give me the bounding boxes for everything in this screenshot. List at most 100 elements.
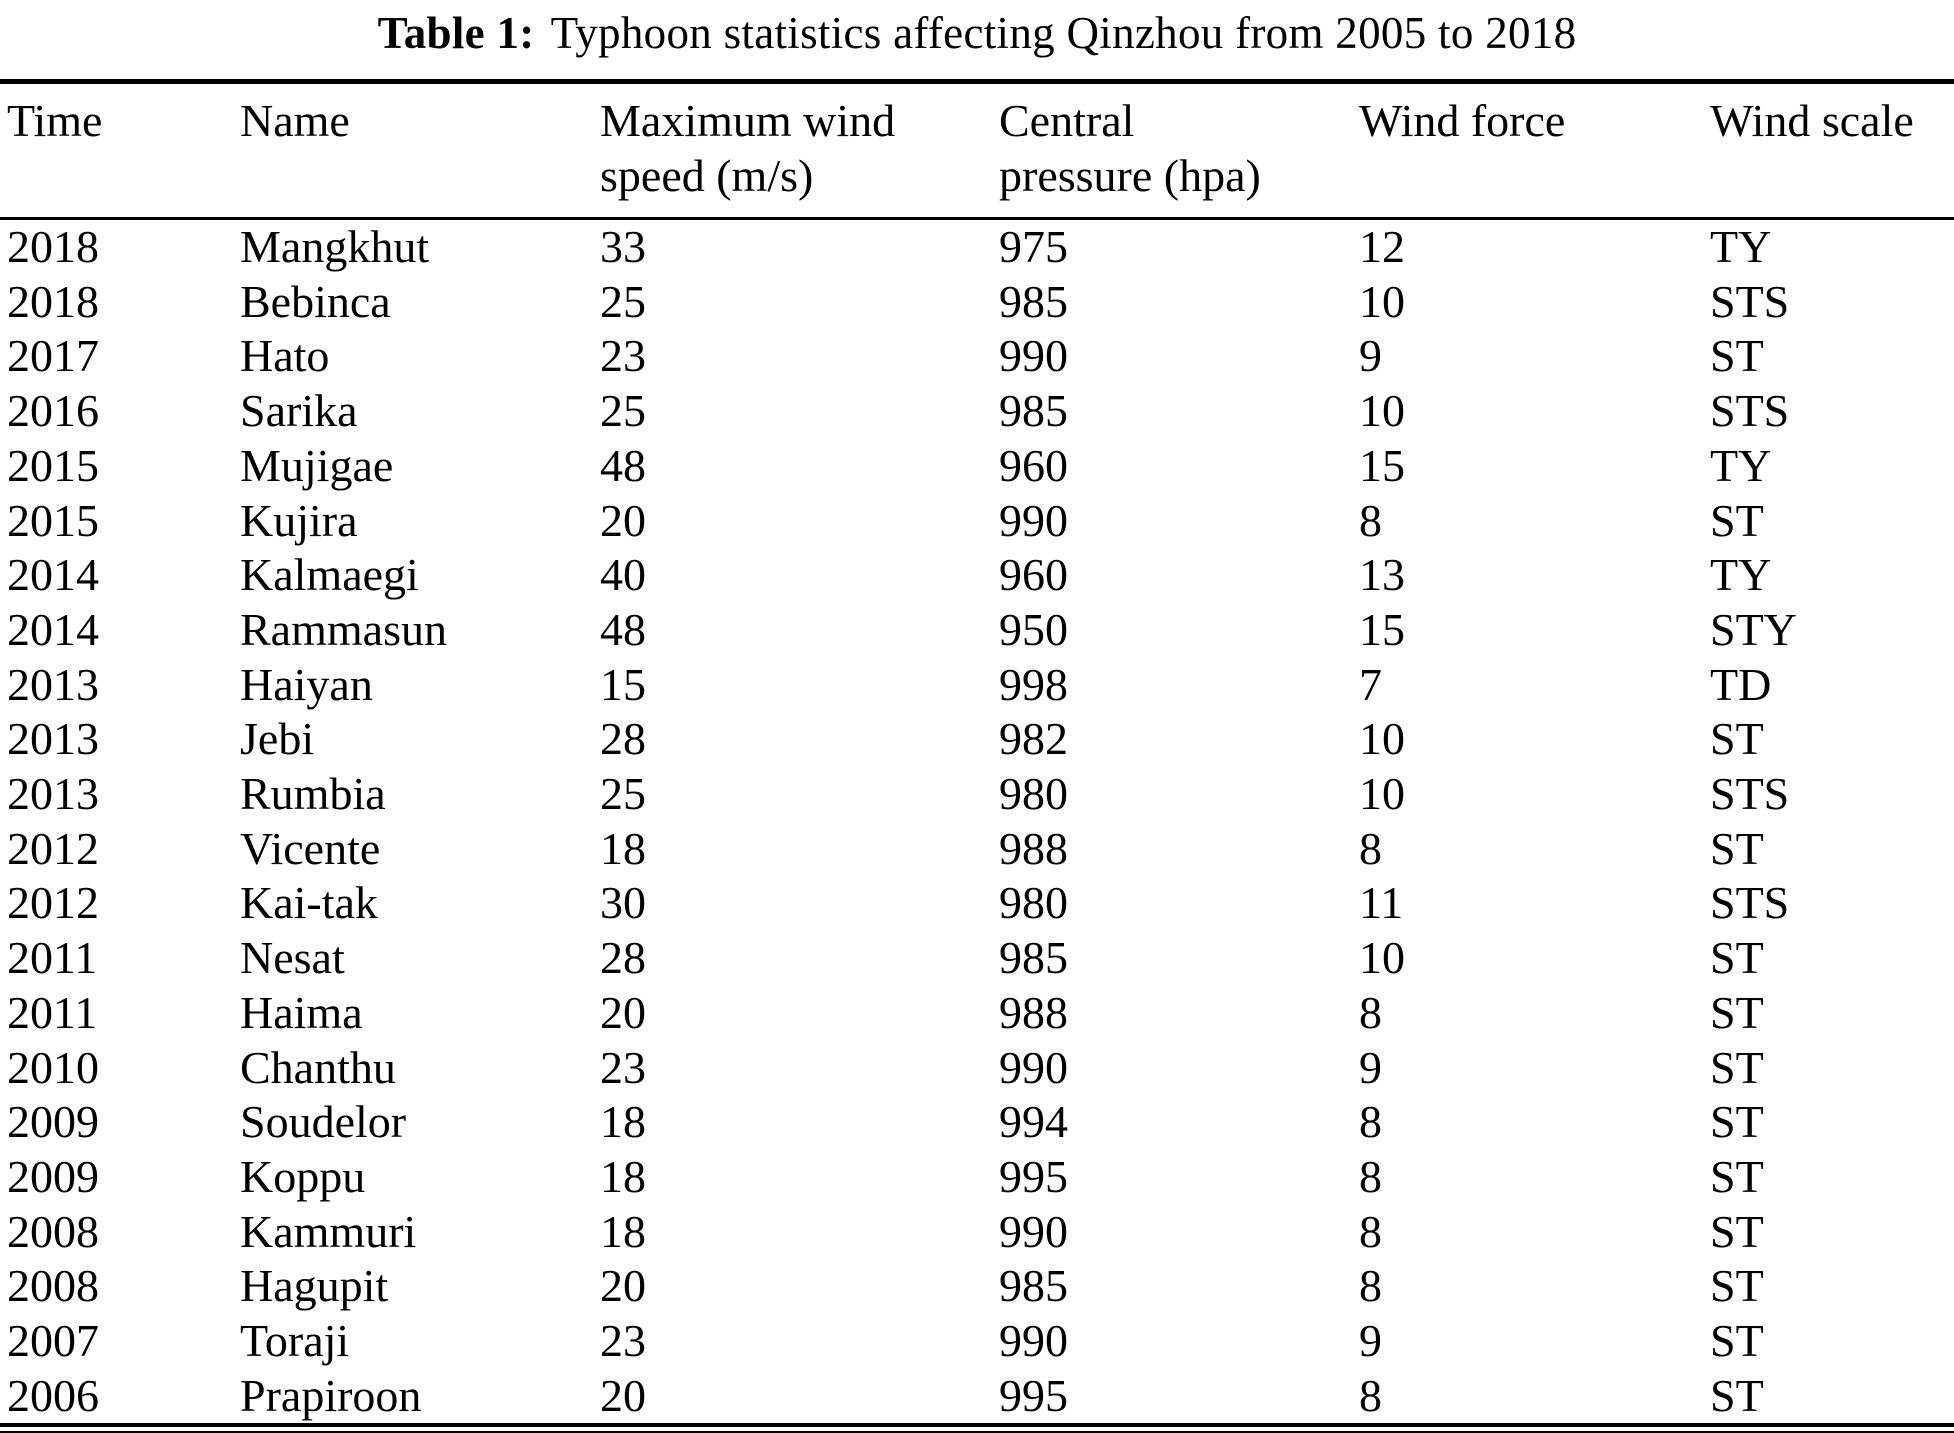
cell-central-pressure: 960 <box>999 439 1068 491</box>
cell-max-wind-speed: 25 <box>600 768 646 820</box>
cell-name: Hato <box>240 330 330 382</box>
cell-central-pressure: 975 <box>999 221 1068 272</box>
table-row: 2013 Rumbia 25 980 10 STS <box>0 767 1954 822</box>
table-title: Table 1: Typhoon statistics affecting Qin… <box>0 0 1954 58</box>
table-row: 2018 Mangkhut 33 975 12 TY <box>0 219 1954 275</box>
cell-central-pressure: 960 <box>999 549 1068 601</box>
cell-name: Rumbia <box>240 768 386 820</box>
cell-max-wind-speed: 18 <box>600 1150 646 1202</box>
cell-name: Kai-tak <box>240 877 378 929</box>
cell-wind-scale: ST <box>1710 822 1764 874</box>
header-central-pressure: Central pressure (hpa) <box>999 81 1359 220</box>
cell-wind-scale: STS <box>1710 877 1790 929</box>
cell-name: Prapiroon <box>240 1369 422 1421</box>
cell-wind-force: 12 <box>1359 221 1405 272</box>
cell-time: 2018 <box>7 221 99 272</box>
cell-max-wind-speed: 20 <box>600 1260 646 1312</box>
cell-wind-scale: STS <box>1710 275 1790 327</box>
table-row: 2016 Sarika 25 985 10 STS <box>0 384 1954 439</box>
table-row: 2007 Toraji 23 990 9 ST <box>0 1314 1954 1369</box>
header-central-pressure-line2: pressure (hpa) <box>999 150 1261 201</box>
table-bottom-rule <box>0 1431 1954 1433</box>
cell-wind-force: 13 <box>1359 549 1405 601</box>
header-name: Name <box>240 81 600 220</box>
cell-max-wind-speed: 23 <box>600 1315 646 1367</box>
cell-wind-force: 8 <box>1359 1369 1382 1421</box>
cell-wind-scale: ST <box>1710 986 1764 1038</box>
cell-central-pressure: 950 <box>999 603 1068 655</box>
table-row: 2011 Nesat 28 985 10 ST <box>0 931 1954 986</box>
cell-name: Haiyan <box>240 658 373 710</box>
cell-max-wind-speed: 28 <box>600 932 646 984</box>
cell-wind-force: 8 <box>1359 1260 1382 1312</box>
cell-time: 2012 <box>7 877 99 929</box>
typhoon-statistics-table: Time Name Maximum wind speed (m/s) Centr… <box>0 79 1954 1428</box>
cell-wind-force: 9 <box>1359 1041 1382 1093</box>
cell-wind-scale: ST <box>1710 1096 1764 1148</box>
cell-name: Sarika <box>240 385 358 437</box>
table-row: 2014 Kalmaegi 40 960 13 TY <box>0 548 1954 603</box>
table-row: 2012 Kai-tak 30 980 11 STS <box>0 876 1954 931</box>
cell-name: Kalmaegi <box>240 549 419 601</box>
cell-wind-force: 8 <box>1359 1205 1382 1257</box>
header-central-pressure-line1: Central <box>999 95 1135 146</box>
cell-wind-scale: TD <box>1710 658 1772 710</box>
cell-max-wind-speed: 48 <box>600 603 646 655</box>
cell-name: Hagupit <box>240 1260 389 1312</box>
cell-central-pressure: 980 <box>999 768 1068 820</box>
cell-wind-force: 8 <box>1359 494 1382 546</box>
table-row: 2013 Jebi 28 982 10 ST <box>0 712 1954 767</box>
cell-time: 2013 <box>7 658 99 710</box>
cell-time: 2015 <box>7 439 99 491</box>
cell-central-pressure: 985 <box>999 1260 1068 1312</box>
cell-wind-scale: ST <box>1710 1041 1764 1093</box>
cell-wind-force: 8 <box>1359 822 1382 874</box>
table-row: 2017 Hato 23 990 9 ST <box>0 329 1954 384</box>
cell-wind-force: 8 <box>1359 1096 1382 1148</box>
cell-wind-force: 9 <box>1359 1315 1382 1367</box>
header-name-line1: Name <box>240 95 350 146</box>
cell-wind-scale: TY <box>1710 221 1772 272</box>
cell-time: 2009 <box>7 1096 99 1148</box>
cell-wind-scale: ST <box>1710 330 1764 382</box>
cell-wind-force: 7 <box>1359 658 1382 710</box>
table-title-label: Table 1: <box>377 8 535 58</box>
cell-name: Chanthu <box>240 1041 396 1093</box>
header-wind-force: Wind force <box>1359 81 1710 220</box>
cell-central-pressure: 995 <box>999 1150 1068 1202</box>
header-time: Time <box>0 81 240 220</box>
cell-central-pressure: 998 <box>999 658 1068 710</box>
cell-max-wind-speed: 25 <box>600 385 646 437</box>
cell-max-wind-speed: 15 <box>600 658 646 710</box>
cell-max-wind-speed: 18 <box>600 822 646 874</box>
cell-max-wind-speed: 40 <box>600 549 646 601</box>
table-row: 2011 Haima 20 988 8 ST <box>0 986 1954 1041</box>
cell-name: Mujigae <box>240 439 394 491</box>
cell-name: Rammasun <box>240 603 447 655</box>
cell-time: 2009 <box>7 1150 99 1202</box>
cell-max-wind-speed: 18 <box>600 1205 646 1257</box>
cell-name: Soudelor <box>240 1096 407 1148</box>
table-row: 2015 Mujigae 48 960 15 TY <box>0 439 1954 494</box>
cell-central-pressure: 985 <box>999 932 1068 984</box>
header-max-wind-speed-line2: speed (m/s) <box>600 150 814 201</box>
cell-wind-force: 10 <box>1359 385 1405 437</box>
cell-wind-force: 9 <box>1359 330 1382 382</box>
cell-time: 2018 <box>7 275 99 327</box>
header-max-wind-speed: Maximum wind speed (m/s) <box>600 81 999 220</box>
cell-time: 2008 <box>7 1260 99 1312</box>
cell-max-wind-speed: 23 <box>600 1041 646 1093</box>
cell-wind-scale: ST <box>1710 1260 1764 1312</box>
cell-central-pressure: 990 <box>999 1205 1068 1257</box>
cell-wind-scale: ST <box>1710 1150 1764 1202</box>
cell-central-pressure: 990 <box>999 1041 1068 1093</box>
cell-central-pressure: 994 <box>999 1096 1068 1148</box>
cell-central-pressure: 980 <box>999 877 1068 929</box>
table-row: 2018 Bebinca 25 985 10 STS <box>0 275 1954 330</box>
header-wind-scale-line1: Wind scale <box>1710 95 1914 146</box>
cell-time: 2015 <box>7 494 99 546</box>
table-row: 2013 Haiyan 15 998 7 TD <box>0 658 1954 713</box>
cell-name: Koppu <box>240 1150 366 1202</box>
cell-central-pressure: 990 <box>999 494 1068 546</box>
table-row: 2014 Rammasun 48 950 15 STY <box>0 603 1954 658</box>
